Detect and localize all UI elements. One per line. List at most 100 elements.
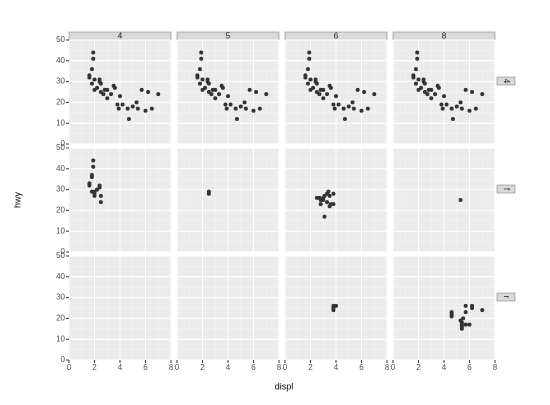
- x-tick-label: 4: [118, 363, 123, 372]
- point: [206, 81, 211, 86]
- point: [217, 92, 222, 97]
- point: [98, 81, 103, 86]
- point: [332, 106, 337, 111]
- point: [454, 104, 459, 109]
- point: [200, 77, 205, 82]
- point: [199, 50, 204, 55]
- strip-label: 4: [118, 32, 123, 41]
- point: [242, 100, 247, 105]
- point: [213, 87, 218, 92]
- y-tick-label: 20: [56, 314, 65, 323]
- point: [209, 92, 214, 97]
- point: [91, 164, 96, 169]
- point: [458, 100, 463, 105]
- point: [112, 85, 117, 90]
- point: [327, 193, 332, 198]
- point: [305, 81, 310, 86]
- point: [247, 87, 252, 92]
- point: [331, 191, 336, 196]
- point: [331, 102, 336, 107]
- strip-label: 5: [226, 32, 231, 41]
- point: [125, 106, 130, 111]
- point: [463, 310, 468, 315]
- point: [118, 94, 122, 99]
- point: [264, 92, 269, 97]
- point: [458, 198, 463, 202]
- x-tick-label: 8: [385, 363, 390, 372]
- point: [355, 87, 360, 92]
- point: [359, 108, 364, 113]
- y-tick-label: 30: [56, 185, 65, 194]
- point: [120, 102, 125, 107]
- x-tick-label: 4: [226, 363, 231, 372]
- point: [326, 189, 331, 194]
- point: [109, 92, 114, 97]
- point: [116, 106, 121, 111]
- point: [362, 90, 367, 94]
- point: [143, 108, 148, 113]
- x-tick-label: 8: [493, 363, 498, 372]
- point: [334, 94, 338, 99]
- point: [442, 94, 446, 99]
- y-axis-label: hwy: [12, 192, 22, 209]
- strip: [496, 292, 516, 302]
- point: [321, 96, 326, 101]
- x-tick-label: 0: [175, 363, 180, 372]
- point: [463, 87, 468, 92]
- point: [87, 75, 92, 80]
- point: [308, 77, 313, 82]
- point: [92, 77, 97, 82]
- point: [425, 92, 430, 97]
- y-tick-label: 40: [56, 272, 65, 281]
- point: [126, 117, 131, 122]
- point: [449, 106, 454, 111]
- point: [470, 306, 475, 310]
- point: [199, 56, 204, 61]
- x-tick-label: 2: [416, 363, 421, 372]
- x-tick-label: 4: [442, 363, 447, 372]
- strip: [496, 184, 516, 194]
- point: [213, 96, 218, 101]
- point: [95, 85, 100, 90]
- point: [89, 81, 94, 86]
- y-tick-label: 0: [61, 355, 66, 364]
- y-tick-label: 20: [56, 98, 65, 107]
- point: [223, 102, 228, 107]
- point: [463, 322, 468, 327]
- point: [105, 96, 110, 101]
- point: [480, 92, 485, 97]
- point: [205, 77, 210, 82]
- point: [413, 81, 418, 86]
- y-tick-label: 30: [56, 77, 65, 86]
- point: [436, 85, 441, 90]
- point: [467, 322, 472, 327]
- point: [413, 67, 418, 72]
- y-tick-label: 30: [56, 293, 65, 302]
- point: [429, 96, 434, 101]
- x-tick-label: 2: [92, 363, 97, 372]
- point: [303, 75, 308, 80]
- x-tick-label: 4: [334, 363, 339, 372]
- point: [444, 102, 449, 107]
- point: [480, 308, 485, 313]
- y-tick-label: 40: [56, 164, 65, 173]
- point: [422, 81, 427, 86]
- point: [98, 193, 103, 198]
- x-tick-label: 0: [391, 363, 396, 372]
- strip-label: r: [502, 296, 511, 299]
- strip-label: f: [502, 188, 511, 191]
- point: [336, 102, 341, 107]
- point: [91, 50, 96, 55]
- point: [450, 117, 455, 122]
- point: [135, 106, 140, 111]
- point: [341, 106, 346, 111]
- point: [115, 102, 120, 107]
- point: [350, 100, 355, 105]
- point: [342, 117, 347, 122]
- point: [318, 202, 323, 207]
- point: [331, 202, 336, 207]
- strip-label: 6: [334, 32, 339, 41]
- point: [415, 56, 420, 61]
- point: [459, 106, 464, 111]
